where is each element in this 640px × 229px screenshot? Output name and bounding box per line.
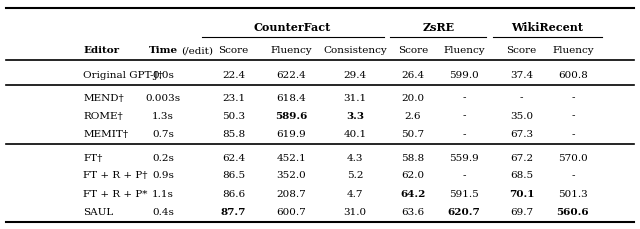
Text: Fluency: Fluency xyxy=(552,46,594,55)
Text: Time: Time xyxy=(148,46,178,55)
Text: 501.3: 501.3 xyxy=(558,190,588,199)
Text: FT†: FT† xyxy=(83,153,102,163)
Text: WikiRecent: WikiRecent xyxy=(511,22,583,33)
Text: 87.7: 87.7 xyxy=(221,208,246,217)
Text: SAUL: SAUL xyxy=(83,208,113,217)
Text: 452.1: 452.1 xyxy=(276,153,306,163)
Text: ROME†: ROME† xyxy=(83,112,123,121)
Text: Consistency: Consistency xyxy=(323,46,387,55)
Text: -: - xyxy=(571,171,575,180)
Text: 67.2: 67.2 xyxy=(510,153,533,163)
Text: 23.1: 23.1 xyxy=(222,93,245,103)
Text: 50.7: 50.7 xyxy=(401,130,424,139)
Text: 68.5: 68.5 xyxy=(510,171,533,180)
Text: 58.8: 58.8 xyxy=(401,153,424,163)
Text: 4.3: 4.3 xyxy=(347,153,364,163)
Text: Fluency: Fluency xyxy=(270,46,312,55)
Text: ZsRE: ZsRE xyxy=(422,22,454,33)
Text: 2.6: 2.6 xyxy=(404,112,421,121)
Text: 559.9: 559.9 xyxy=(449,153,479,163)
Text: 0.003s: 0.003s xyxy=(146,93,180,103)
Text: Original GPT-J†: Original GPT-J† xyxy=(83,71,163,80)
Text: 0.4s: 0.4s xyxy=(152,208,174,217)
Text: Score: Score xyxy=(506,46,537,55)
Text: FT + R + P*: FT + R + P* xyxy=(83,190,148,199)
Text: -: - xyxy=(462,171,466,180)
Text: 62.0: 62.0 xyxy=(401,171,424,180)
Text: -: - xyxy=(571,112,575,121)
Text: Score: Score xyxy=(218,46,249,55)
Text: 0.9s: 0.9s xyxy=(152,171,174,180)
Text: 560.6: 560.6 xyxy=(557,208,589,217)
Text: Editor: Editor xyxy=(83,46,119,55)
Text: 1.3s: 1.3s xyxy=(152,112,174,121)
Text: 0.2s: 0.2s xyxy=(152,153,174,163)
Text: -: - xyxy=(462,130,466,139)
Text: 29.4: 29.4 xyxy=(344,71,367,80)
Text: (/edit): (/edit) xyxy=(181,46,213,55)
Text: -: - xyxy=(571,130,575,139)
Text: 352.0: 352.0 xyxy=(276,171,306,180)
Text: 620.7: 620.7 xyxy=(447,208,481,217)
Text: 50.3: 50.3 xyxy=(222,112,245,121)
Text: 1.1s: 1.1s xyxy=(152,190,174,199)
Text: 63.6: 63.6 xyxy=(401,208,424,217)
Text: 600.8: 600.8 xyxy=(558,71,588,80)
Text: 86.5: 86.5 xyxy=(222,171,245,180)
Text: 20.0: 20.0 xyxy=(401,93,424,103)
Text: -: - xyxy=(462,93,466,103)
Text: 589.6: 589.6 xyxy=(275,112,307,121)
Text: 570.0: 570.0 xyxy=(558,153,588,163)
Text: 619.9: 619.9 xyxy=(276,130,306,139)
Text: 37.4: 37.4 xyxy=(510,71,533,80)
Text: -: - xyxy=(520,93,524,103)
Text: 69.7: 69.7 xyxy=(510,208,533,217)
Text: 0.0s: 0.0s xyxy=(152,71,174,80)
Text: 618.4: 618.4 xyxy=(276,93,306,103)
Text: 0.7s: 0.7s xyxy=(152,130,174,139)
Text: MEND†: MEND† xyxy=(83,93,124,103)
Text: MEMIT†: MEMIT† xyxy=(83,130,129,139)
Text: 64.2: 64.2 xyxy=(400,190,426,199)
Text: 31.0: 31.0 xyxy=(344,208,367,217)
Text: CounterFact: CounterFact xyxy=(254,22,331,33)
Text: 85.8: 85.8 xyxy=(222,130,245,139)
Text: Score: Score xyxy=(397,46,428,55)
Text: -: - xyxy=(571,93,575,103)
Text: FT + R + P†: FT + R + P† xyxy=(83,171,148,180)
Text: 62.4: 62.4 xyxy=(222,153,245,163)
Text: 4.7: 4.7 xyxy=(347,190,364,199)
Text: Fluency: Fluency xyxy=(443,46,485,55)
Text: 3.3: 3.3 xyxy=(346,112,364,121)
Text: 591.5: 591.5 xyxy=(449,190,479,199)
Text: 208.7: 208.7 xyxy=(276,190,306,199)
Text: 22.4: 22.4 xyxy=(222,71,245,80)
Text: 70.1: 70.1 xyxy=(509,190,534,199)
Text: 26.4: 26.4 xyxy=(401,71,424,80)
Text: 86.6: 86.6 xyxy=(222,190,245,199)
Text: -: - xyxy=(462,112,466,121)
Text: 67.3: 67.3 xyxy=(510,130,533,139)
Text: 5.2: 5.2 xyxy=(347,171,364,180)
Text: 35.0: 35.0 xyxy=(510,112,533,121)
Text: 622.4: 622.4 xyxy=(276,71,306,80)
Text: 599.0: 599.0 xyxy=(449,71,479,80)
Text: 600.7: 600.7 xyxy=(276,208,306,217)
Text: 31.1: 31.1 xyxy=(344,93,367,103)
Text: 40.1: 40.1 xyxy=(344,130,367,139)
